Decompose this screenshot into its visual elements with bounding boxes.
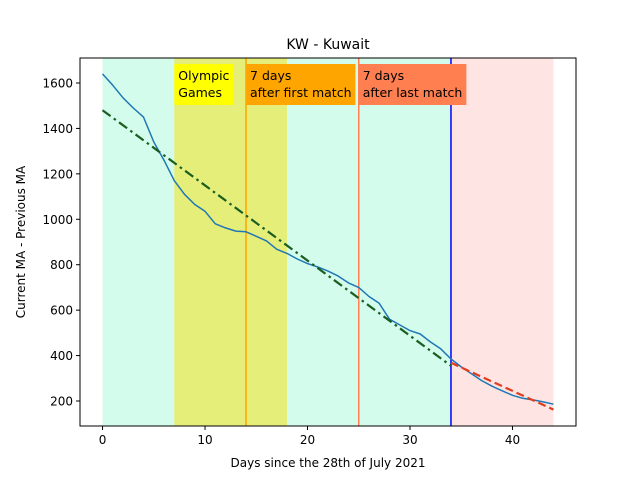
y-tick-label: 600 bbox=[50, 304, 73, 318]
annotation-text-0-1: Games bbox=[178, 85, 222, 100]
series-line-0 bbox=[101, 73, 554, 405]
chart-title: KW - Kuwait bbox=[286, 37, 370, 53]
x-tick-label: 40 bbox=[505, 433, 520, 447]
annotation-box-0 bbox=[174, 64, 234, 105]
annotation-1: 7 days after first match bbox=[246, 64, 356, 105]
annotation-0: Olympic Games bbox=[174, 64, 234, 105]
annotation-2: 7 days after last match bbox=[358, 64, 467, 105]
plot-frame bbox=[79, 57, 577, 427]
y-tick-label: 200 bbox=[50, 395, 73, 409]
x-axis-ticks: 0 10 20 30 40 bbox=[99, 426, 520, 447]
annotation-text-2-0: 7 days bbox=[363, 68, 404, 83]
series-lines bbox=[101, 73, 554, 411]
y-tick-label: 1000 bbox=[42, 213, 73, 227]
annotation-text-1-0: 7 days bbox=[250, 68, 291, 83]
y-tick-label: 800 bbox=[50, 258, 73, 272]
annotation-box-2 bbox=[358, 64, 467, 105]
shaded-region-2 bbox=[174, 58, 288, 426]
x-tick-label: 10 bbox=[197, 433, 212, 447]
annotation-text-2-1: after last match bbox=[363, 85, 463, 100]
y-axis-label: Current MA - Previous MA bbox=[14, 165, 28, 318]
x-tick-label: 30 bbox=[402, 433, 417, 447]
shaded-region-1 bbox=[450, 58, 554, 426]
y-tick-label: 1600 bbox=[42, 76, 73, 90]
shaded-regions bbox=[102, 58, 554, 426]
y-axis-ticks: 200 400 600 800 1000 1200 1400 1600 bbox=[42, 76, 80, 409]
annotation-text-1-1: after first match bbox=[250, 85, 351, 100]
x-tick-label: 20 bbox=[300, 433, 315, 447]
annotation-box-1 bbox=[246, 64, 356, 105]
y-tick-label: 1400 bbox=[42, 122, 73, 136]
x-axis-label: Days since the 28th of July 2021 bbox=[231, 456, 426, 470]
series-line-2 bbox=[450, 361, 554, 411]
y-tick-label: 1200 bbox=[42, 167, 73, 181]
annotation-text-0-0: Olympic bbox=[178, 68, 229, 83]
x-tick-label: 0 bbox=[99, 433, 107, 447]
y-tick-label: 400 bbox=[50, 349, 73, 363]
